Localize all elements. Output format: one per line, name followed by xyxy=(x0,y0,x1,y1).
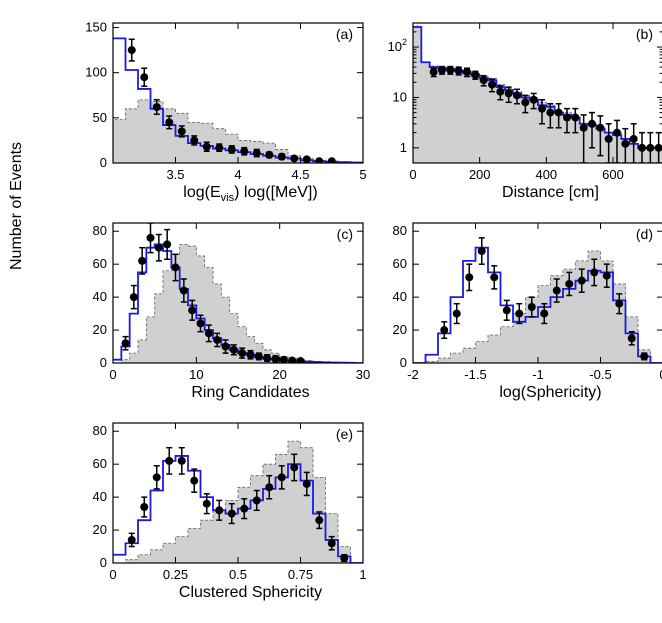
y-axis-label: Number of Events xyxy=(8,142,26,270)
panel-c: 0102030020406080Ring Candidates(c) xyxy=(68,218,378,408)
data-point xyxy=(640,352,648,360)
data-point xyxy=(297,357,305,365)
y-tick-label: 80 xyxy=(93,223,107,238)
data-point xyxy=(228,145,236,153)
data-point xyxy=(478,238,486,264)
y-tick-label: 60 xyxy=(93,256,107,271)
x-tick-label: 4.5 xyxy=(291,167,309,182)
y-tick-label: 10 xyxy=(393,89,407,104)
panel-e: 0 0.25 0.5 0.75 1 0 20 40 60 80 Clustered Spherici… xyxy=(68,418,378,608)
data-point xyxy=(503,300,511,320)
y-tick-label: 150 xyxy=(85,20,107,35)
data-point xyxy=(255,352,263,360)
y-tick-label: 0 xyxy=(100,355,107,370)
x-tick-label: 5 xyxy=(359,167,366,182)
y-tick-label: 0 xyxy=(400,355,407,370)
y-tick-label: 102 xyxy=(388,37,407,54)
data-point xyxy=(190,469,198,492)
y-tick-label: 0 xyxy=(100,155,107,170)
data-point xyxy=(328,157,336,165)
x-tick-label: 20 xyxy=(272,367,286,382)
data-point xyxy=(163,230,171,260)
data-point xyxy=(155,235,163,261)
x-tick-label: 10 xyxy=(189,367,203,382)
x-tick-label: 1 xyxy=(359,567,366,582)
x-tick-label: -1.5 xyxy=(464,367,486,382)
x-tick-label: 4 xyxy=(234,167,241,182)
x-axis-label: Clustered Sphericity xyxy=(179,584,322,601)
panel-letter: (c) xyxy=(337,226,353,242)
data-point xyxy=(278,153,286,161)
x-tick-label: -1 xyxy=(532,367,544,382)
data-point xyxy=(272,355,280,363)
data-point xyxy=(290,154,298,162)
panel-letter: (a) xyxy=(336,26,353,42)
y-tick-label: 80 xyxy=(393,223,407,238)
x-tick-label: -2 xyxy=(407,367,419,382)
data-point xyxy=(153,466,161,489)
y-tick-label: 20 xyxy=(93,522,107,537)
data-point xyxy=(440,322,448,338)
x-tick-label: -0.5 xyxy=(589,367,611,382)
panel-b: 0 200 400 600 1 10 102 Distance [cm] (b) xyxy=(368,18,662,208)
data-point xyxy=(165,448,173,474)
y-tick-label: 20 xyxy=(393,322,407,337)
x-axis-label: Ring Candidates xyxy=(191,384,309,401)
data-point xyxy=(253,149,261,157)
x-tick-label: 0 xyxy=(109,367,116,382)
figure-container: Number of Events 3.544.55050100150log(Ev… xyxy=(0,0,662,623)
x-tick-label: 3.5 xyxy=(166,167,184,182)
y-tick-label: 80 xyxy=(93,423,107,438)
x-tick-label: 400 xyxy=(535,167,557,182)
hist-fill xyxy=(113,244,363,363)
y-tick-label: 50 xyxy=(93,110,107,125)
x-tick-label: 600 xyxy=(602,167,624,182)
data-point xyxy=(263,354,271,362)
data-point xyxy=(122,337,130,350)
x-tick-label: 200 xyxy=(469,167,491,182)
panel-letter: (b) xyxy=(636,26,653,42)
y-tick-label: 0 xyxy=(100,555,107,570)
data-point xyxy=(453,304,461,324)
x-tick-label: 0.5 xyxy=(229,567,247,582)
data-point xyxy=(178,448,186,474)
x-axis-label: Distance [cm] xyxy=(502,184,599,201)
y-tick-label: 100 xyxy=(85,65,107,80)
y-tick-label: 40 xyxy=(393,289,407,304)
data-point xyxy=(265,151,273,159)
data-point xyxy=(315,157,323,165)
x-tick-label: 0 xyxy=(409,167,416,182)
data-point xyxy=(130,286,138,309)
data-point xyxy=(465,264,473,290)
y-tick-label: 1 xyxy=(400,140,407,155)
panel-a: 3.544.55050100150log(Evis) log([MeV])(a) xyxy=(68,18,378,208)
y-tick-label: 20 xyxy=(93,322,107,337)
data-point xyxy=(128,533,136,546)
data-point xyxy=(140,68,148,86)
data-point xyxy=(303,155,311,163)
panel-letter: (d) xyxy=(636,226,653,242)
data-point xyxy=(215,144,223,152)
y-tick-label: 60 xyxy=(93,456,107,471)
x-tick-label: 0.25 xyxy=(163,567,188,582)
data-point xyxy=(138,248,146,274)
y-tick-label: 40 xyxy=(93,489,107,504)
data-point xyxy=(340,554,348,562)
x-tick-label: 0.75 xyxy=(288,567,313,582)
panel-d: -2-1.5-1-0.50020406080log(Sphericity)(d) xyxy=(368,218,662,408)
data-point xyxy=(490,266,498,289)
data-point xyxy=(128,39,136,61)
panel-letter: (e) xyxy=(336,426,353,442)
x-axis-label: log(Evis) log([MeV]) xyxy=(183,184,317,204)
data-point xyxy=(140,497,148,517)
y-tick-label: 40 xyxy=(93,289,107,304)
data-point xyxy=(240,147,248,155)
x-axis-label: log(Sphericity) xyxy=(499,384,601,401)
y-tick-label: 60 xyxy=(393,256,407,271)
x-tick-label: 0 xyxy=(109,567,116,582)
